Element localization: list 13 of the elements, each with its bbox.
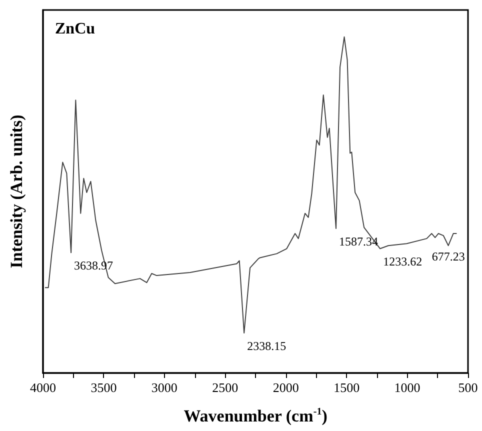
x-tick-label: 1500 [334, 380, 360, 395]
y-axis-title: Intensity (Arb. units) [7, 114, 26, 268]
x-tick-label: 3500 [90, 380, 117, 395]
x-tick-label: 2000 [272, 380, 299, 395]
annotation: 1233.62 [383, 254, 422, 269]
annotation: 2338.15 [247, 339, 286, 354]
x-tick-label: 1000 [394, 380, 420, 395]
x-tick-label: 3000 [151, 380, 178, 395]
chart-title: ZnCu [55, 20, 96, 38]
x-tick-label: 4000 [30, 380, 56, 395]
x-tick-label: 500 [458, 380, 478, 395]
x-tick-label: 2500 [212, 380, 238, 395]
annotation: 677.23 [432, 250, 465, 264]
